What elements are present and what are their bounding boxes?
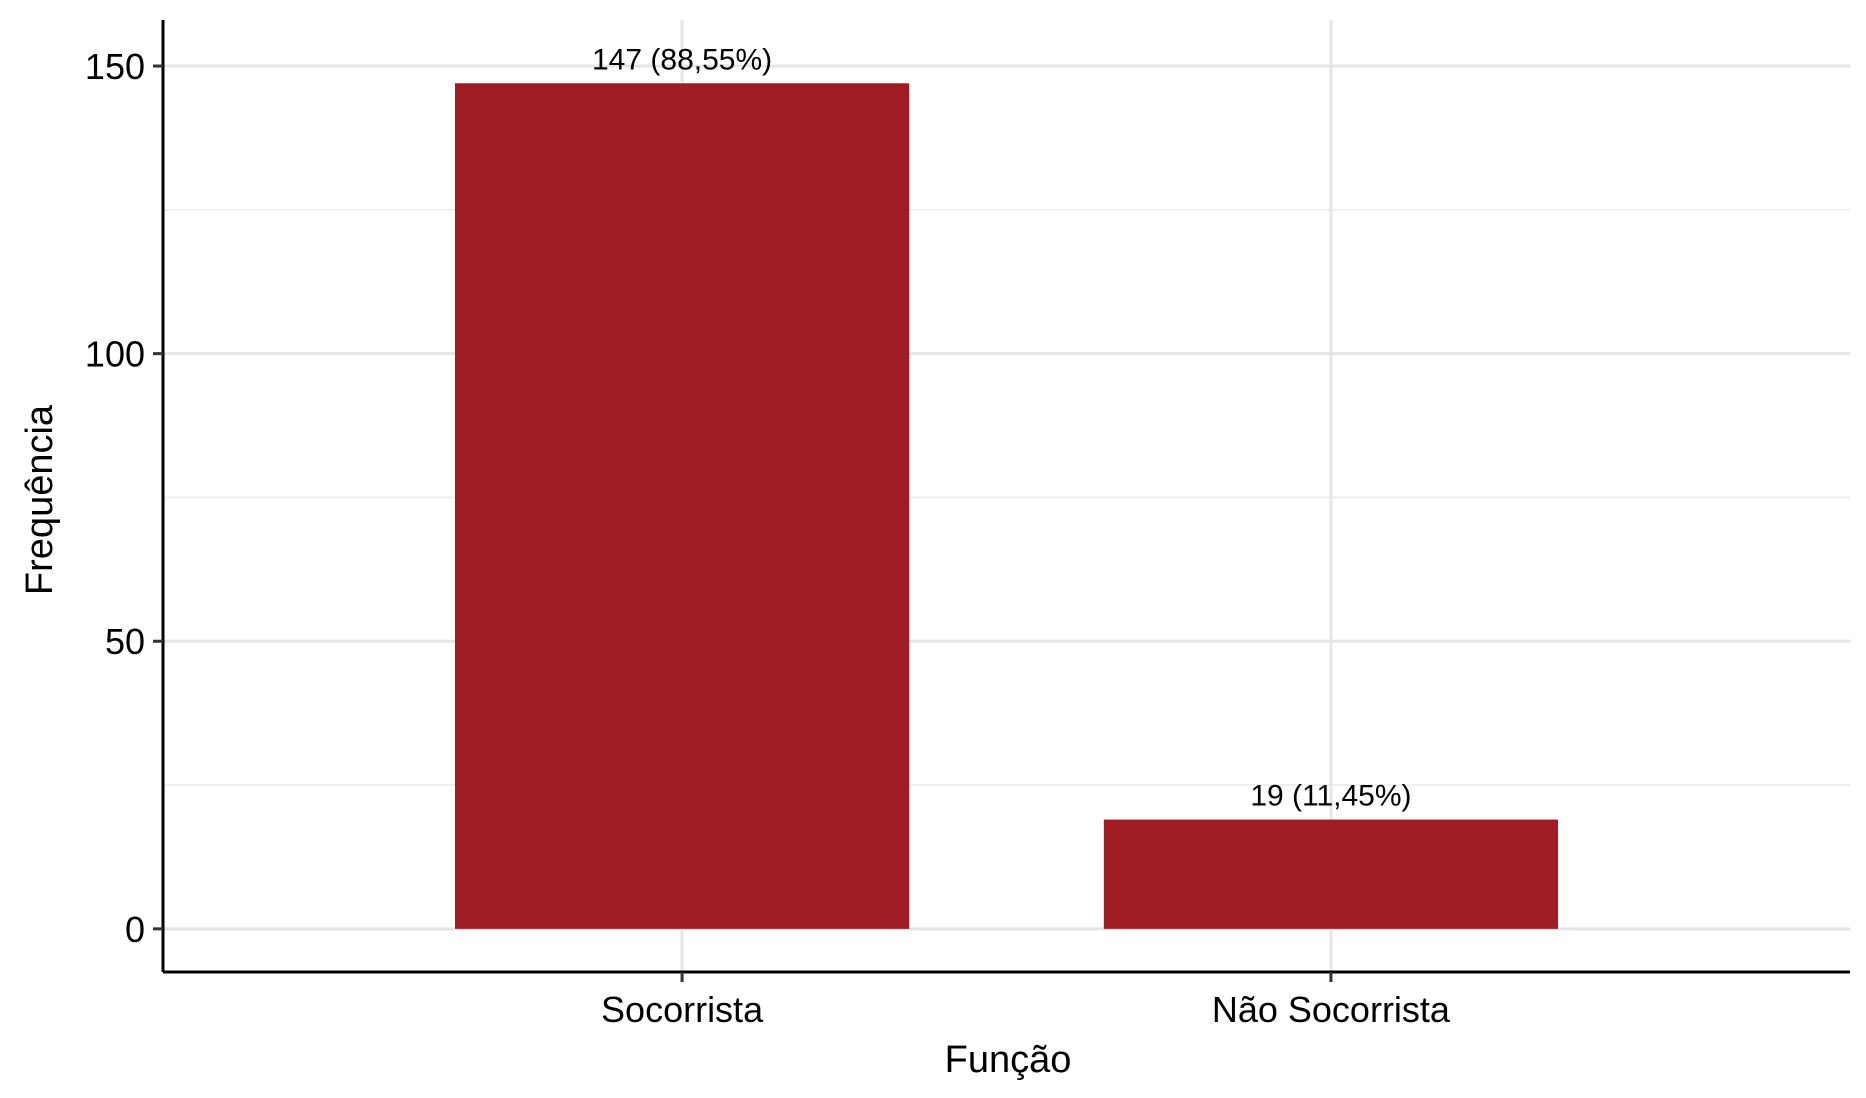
bar-2 bbox=[1103, 819, 1559, 929]
y-ticks: 0 50 100 150 bbox=[85, 46, 163, 950]
axis-layer bbox=[161, 20, 1850, 974]
y-tick-label: 50 bbox=[105, 621, 145, 662]
x-tick-label: Não Socorrista bbox=[1212, 989, 1451, 1030]
bar-data-label: 147 (88,55%) bbox=[592, 43, 772, 76]
data-label-layer: 147 (88,55%) 19 (11,45%) bbox=[592, 43, 1412, 812]
bar-layer bbox=[454, 83, 1559, 929]
y-tick-label: 100 bbox=[85, 334, 145, 375]
bar-1 bbox=[454, 83, 910, 929]
grid-layer bbox=[163, 20, 1850, 972]
x-axis-title: Função bbox=[945, 1039, 1072, 1081]
x-ticks: Socorrista Não Socorrista bbox=[601, 972, 1451, 1030]
y-tick-label: 150 bbox=[85, 46, 145, 87]
y-tick-label: 0 bbox=[125, 909, 145, 950]
y-axis-title: Frequência bbox=[19, 404, 61, 595]
bar-data-label: 19 (11,45%) bbox=[1250, 780, 1411, 813]
x-tick-label: Socorrista bbox=[601, 989, 764, 1030]
